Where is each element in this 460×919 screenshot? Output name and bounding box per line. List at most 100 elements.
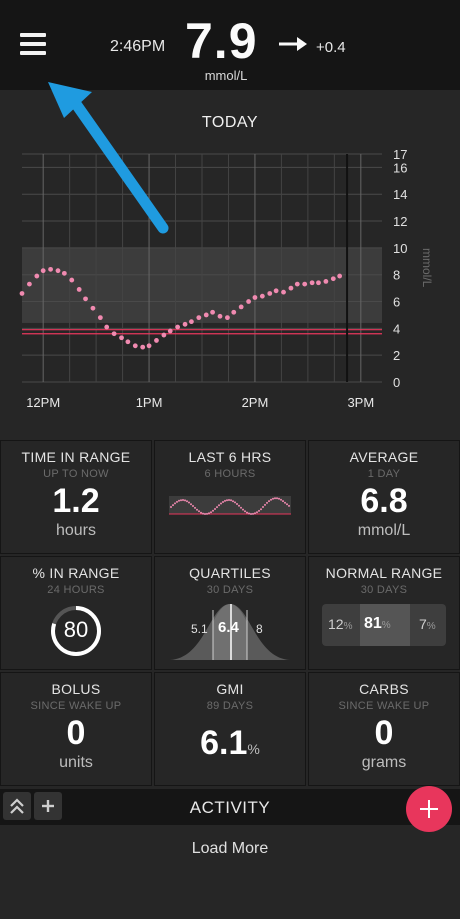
glucose-point [203,312,209,318]
tile-value: 0 [66,714,86,752]
tile-unit: % [247,741,260,757]
glucose-point [330,276,336,282]
quartile-low: 5.1 [191,622,208,636]
sparkline-point [286,503,288,506]
sparkline-point [182,499,184,501]
pct-in-range-tile[interactable]: % IN RANGE 24 HOURS 80 [0,556,152,670]
glucose-point [19,291,25,296]
chart-title: TODAY [201,114,259,131]
sparkline-point [232,500,234,503]
sparkline-point [270,498,272,501]
gmi-tile[interactable]: GMI 89 DAYS 6.1% [154,672,306,786]
glucose-point [61,270,67,276]
y-tick-label: 2 [393,348,400,363]
last-6hrs-tile[interactable]: LAST 6 HRS 6 HOURS [154,440,306,554]
sparkline-point [254,512,256,515]
time-in-range-tile[interactable]: TIME IN RANGE UP TO NOW 1.2 hours [0,440,152,554]
quartiles-tile[interactable]: QUARTILES 30 DAYS 5.1 6.4 8 [154,556,306,670]
sparkline-point [256,511,258,514]
current-glucose-value: 7.9 [185,13,258,69]
glucose-point [97,315,103,321]
glucose-point [55,268,61,274]
glucose-point [309,280,315,286]
ring-value: 80 [63,617,89,642]
sparkline-point [192,505,194,507]
sparkline-point [172,504,174,507]
sparkline-point [206,512,208,515]
y-axis-label: mmol/L [420,248,434,288]
sparkline-point [266,501,268,504]
carbs-tile[interactable]: CARBS SINCE WAKE UP 0 grams [308,672,460,786]
y-tick-label: 16 [393,160,407,175]
sparkline-point [186,500,188,503]
glucose-point [252,295,258,300]
sparkline-point [204,513,206,515]
sparkline-point [174,502,176,505]
y-tick-label: 10 [393,241,407,256]
normal-range-bar: 12% 81% 7% [322,604,446,646]
glucose-point [225,315,230,321]
sparkline-point [214,508,216,510]
activity-bar: ACTIVITY [0,789,460,825]
glucose-point [69,277,75,283]
glucose-point [48,266,53,272]
plus-icon[interactable] [34,792,62,820]
sparkline-point [184,499,186,502]
sparkline-point [250,513,252,515]
sparkline-point [198,510,200,513]
above-range-pct: 7% [419,616,436,632]
glucose-point [111,331,117,337]
sparkline-point [170,506,172,508]
glucose-point [302,281,308,287]
glucose-point [182,321,188,327]
y-tick-label: 8 [393,268,400,283]
sparkline-point [288,504,290,507]
tile-title: % IN RANGE [32,565,120,581]
add-entry-button[interactable] [406,786,452,832]
sparkline-point [212,509,214,512]
bolus-tile[interactable]: BOLUS SINCE WAKE UP 0 units [0,672,152,786]
glucose-point [294,281,300,287]
sparkline-point [188,501,190,504]
glucose-point [246,299,251,304]
average-tile[interactable]: AVERAGE 1 DAY 6.8 mmol/L [308,440,460,554]
glucose-point [217,313,223,319]
glucose-chart-panel[interactable]: TODAY 0 2 4 6 8 10 12 14 16 17 mmol/L 12PM 1PM 2PM 3PM [0,90,460,436]
normal-range-tile[interactable]: NORMAL RANGE 30 DAYS 12% 81% 7% [308,556,460,670]
hamburger-menu-icon[interactable] [20,33,46,55]
sparkline-point [176,500,178,503]
y-tick-label: 17 [393,147,407,162]
glucose-point [140,344,146,350]
glucose-point [40,268,46,274]
sparkline-point [280,498,282,501]
chevrons-up-icon[interactable] [3,792,31,820]
tile-title: TIME IN RANGE [21,449,131,465]
tile-title: GMI [216,681,244,697]
sparkline-point [230,499,232,502]
sparkline-point [264,503,266,506]
glucose-point [231,309,237,315]
glucose-point [259,293,265,299]
glucose-point [316,280,321,286]
x-tick-label: 3PM [347,395,374,410]
sparkline-point [268,500,270,503]
menu-line [20,51,46,55]
x-tick-label: 2PM [242,395,269,410]
sparkline-point [228,499,230,501]
y-tick-label: 4 [393,321,400,336]
tile-subtitle: SINCE WAKE UP [338,700,430,712]
tile-unit: hours [55,522,97,539]
sparkline-point [258,509,260,512]
sparkline-point [240,506,242,509]
glucose-point [189,319,194,325]
load-more-button[interactable]: Load More [191,840,269,857]
sparkline-point [252,512,254,515]
sparkline-point [196,508,198,511]
glucose-point [119,335,124,341]
in-range-segment [360,604,410,646]
menu-line [20,42,46,46]
tile-title: BOLUS [51,681,101,697]
glucose-point [196,315,202,321]
sparkline-point [226,499,228,502]
